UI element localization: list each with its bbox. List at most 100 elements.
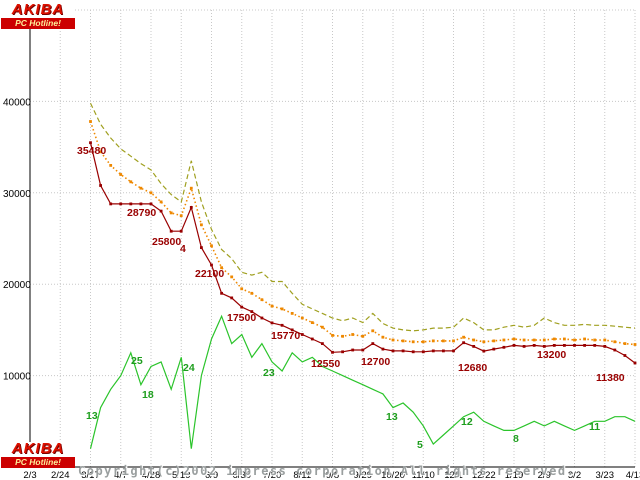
series-average_price-marker: [179, 214, 183, 218]
x-axis-tick-label: 4/13: [626, 470, 640, 480]
x-axis-tick-label: 4/7: [114, 470, 127, 480]
y-axis-tick-label: 30000: [3, 189, 31, 200]
x-axis-tick-label: 3/23: [596, 470, 615, 480]
series-lowest_price-marker: [270, 321, 274, 325]
value-label: 22100: [195, 268, 224, 280]
akiba-logo-text: AKIBA: [11, 1, 65, 18]
akiba-logo-bottom: AKIBA PC Hotline!: [1, 441, 75, 468]
series-lowest_price-marker: [623, 354, 627, 357]
x-axis-tick-label: 10/20: [381, 470, 405, 480]
series-average_price-marker: [361, 334, 365, 338]
x-axis-tick-label: 11/10: [412, 470, 435, 480]
series-average_price-marker: [220, 266, 223, 270]
series-average_price-marker: [563, 337, 566, 341]
y-axis-tick-label: 20000: [3, 280, 31, 291]
x-axis-tick-label: 5/19: [172, 470, 191, 480]
series-lowest_price-marker: [129, 202, 133, 206]
value-label: 12550: [311, 358, 340, 370]
series-lowest_price-marker: [169, 229, 173, 233]
series-average_price-marker: [603, 338, 607, 342]
series-lowest_price-marker: [139, 202, 143, 206]
footer-credits: Copyright(c)2002 impress corporation All…: [78, 439, 575, 480]
value-label: 17500: [227, 312, 256, 324]
x-axis-tick-label: 9/8: [326, 470, 339, 480]
series-average_price-marker: [210, 244, 213, 248]
series-lowest_price-marker: [411, 350, 415, 354]
value-label: 18: [142, 389, 154, 401]
x-axis-tick-label: 12/22: [472, 470, 496, 480]
series-average_price-marker: [230, 275, 234, 279]
value-label: 4: [180, 243, 186, 255]
series-average_price-marker: [633, 343, 637, 346]
series-average_price-marker: [442, 339, 445, 343]
series-lowest_price-marker: [99, 184, 102, 187]
value-label: 23: [263, 367, 275, 379]
series-lowest_price-marker: [310, 337, 314, 341]
x-axis-tick-label: 2/24: [51, 470, 70, 480]
series-lowest_price-marker: [119, 202, 123, 206]
series-average_price-marker: [310, 321, 314, 324]
series-average_price-marker: [240, 287, 244, 291]
x-axis-tick-label: 7/20: [263, 470, 282, 480]
series-lowest_price-marker: [260, 316, 264, 320]
series-lowest_price-marker: [351, 348, 355, 352]
series-average_price-marker: [613, 340, 617, 344]
series-average_price-marker: [623, 342, 627, 345]
series-lowest_price-marker: [502, 345, 506, 349]
x-axis-tick-label: 9/29: [354, 470, 373, 480]
series-lowest_price-marker: [159, 209, 163, 213]
pc-hotline-logo-text: PC Hotline!: [1, 18, 75, 29]
series-average_price-marker: [381, 335, 385, 339]
x-axis-tick-label: 4/28: [142, 470, 161, 480]
value-label: 12: [461, 416, 473, 428]
value-label: 25: [131, 355, 143, 367]
pc-hotline-logo-text: PC Hotline!: [1, 457, 75, 468]
series-average_price-marker: [351, 333, 355, 336]
series-lowest_price-marker: [149, 202, 153, 206]
series-lowest_price-marker: [321, 342, 324, 345]
y-axis-tick-label: 10000: [3, 372, 31, 383]
value-label: 13: [86, 410, 98, 422]
series-average_price-marker: [139, 186, 143, 190]
series-average_price-marker: [89, 120, 92, 123]
value-label: 11: [589, 421, 600, 433]
series-average_price-marker: [593, 338, 597, 342]
x-axis-tick-label: 12/1: [444, 470, 463, 480]
series-lowest_price-marker: [331, 350, 334, 354]
value-label: 28790: [127, 207, 156, 219]
x-axis-tick-label: 2/9: [538, 470, 551, 480]
value-label: 11380: [596, 372, 625, 384]
series-lowest_price-marker: [593, 344, 597, 347]
series-lowest_price-marker: [472, 345, 476, 348]
series-lowest_price-marker: [532, 344, 536, 347]
series-lowest_price-marker: [603, 345, 607, 348]
series-average_price-marker: [431, 339, 435, 343]
copyright-text: Copyright(c)2002 impress corporation All…: [78, 464, 576, 478]
series-average_price-marker: [452, 339, 455, 343]
series-lowest_price-marker: [452, 349, 455, 353]
akiba-logo-top: AKIBA PC Hotline!: [1, 1, 75, 29]
series-lowest_price-marker: [280, 323, 284, 327]
series-average_price-marker: [542, 338, 546, 342]
y-axis-tick-label: 40000: [3, 97, 31, 108]
series-average_price-marker: [260, 298, 264, 302]
series-average_price-marker: [321, 325, 324, 329]
value-label: 25800: [152, 236, 181, 248]
series-lowest_price-marker: [89, 141, 92, 145]
series-lowest_price-marker: [633, 361, 637, 365]
value-label: 5: [417, 439, 423, 451]
series-average_price-marker: [290, 312, 294, 315]
series-average_price-marker: [129, 180, 133, 184]
series-average_price-marker: [270, 304, 274, 308]
series-average_price-marker: [482, 340, 486, 344]
series-lowest_price-marker: [250, 310, 254, 313]
series-lowest_price-marker: [300, 333, 304, 336]
series-average_price-marker: [169, 211, 173, 215]
series-average_price-marker: [472, 338, 476, 342]
series-lowest_price-marker: [290, 328, 294, 332]
series-average_price-marker: [280, 307, 284, 311]
value-label: 35480: [77, 145, 106, 157]
series-lowest_price-marker: [109, 202, 113, 206]
series-lowest_price-marker: [613, 348, 617, 352]
value-label: 13200: [537, 349, 566, 361]
